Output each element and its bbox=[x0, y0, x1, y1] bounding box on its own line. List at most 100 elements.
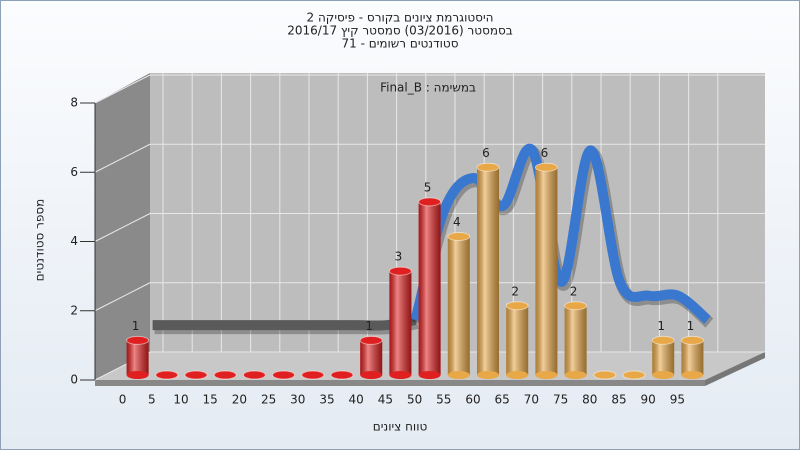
bar bbox=[155, 370, 179, 380]
value-label: 1 bbox=[687, 319, 695, 333]
bar-shade bbox=[564, 305, 587, 375]
bar bbox=[242, 370, 266, 380]
chart-subtitle: סטודנטים רשומים - 71 bbox=[341, 37, 458, 51]
x-tick-label: 35 bbox=[319, 393, 334, 407]
x-tick-label: 30 bbox=[290, 393, 305, 407]
grid-line bbox=[94, 74, 151, 104]
y-axis-label: מספר סטודנטים bbox=[33, 199, 47, 282]
bar-bottom bbox=[418, 371, 441, 379]
x-tick-label: 90 bbox=[641, 393, 656, 407]
bar bbox=[184, 370, 208, 380]
trend-ribbon bbox=[410, 143, 711, 324]
grid-line bbox=[94, 143, 151, 173]
bar-top bbox=[534, 162, 558, 172]
bar: 1 bbox=[680, 319, 704, 379]
bar-bottom bbox=[535, 371, 558, 379]
bar-bottom bbox=[447, 371, 470, 379]
bar bbox=[593, 370, 617, 380]
bar-bottom bbox=[477, 371, 499, 379]
bar bbox=[213, 370, 237, 380]
bar-top bbox=[155, 370, 179, 380]
x-tick-label: 80 bbox=[582, 393, 597, 407]
x-axis-label: טווח ציונים bbox=[373, 420, 428, 434]
value-label: 4 bbox=[453, 215, 461, 229]
value-label: 1 bbox=[365, 319, 373, 333]
chart-title: היסטוגרמת ציונים בקורס - פיסיקה 2 bbox=[307, 11, 494, 25]
x-tick-label: 75 bbox=[553, 393, 568, 407]
bar-shade bbox=[389, 271, 412, 375]
bar-top bbox=[505, 301, 529, 311]
bar-top bbox=[564, 301, 588, 311]
bar-bottom bbox=[652, 371, 675, 379]
bar bbox=[301, 370, 325, 380]
bar-shade bbox=[652, 340, 675, 375]
grid-line bbox=[94, 213, 151, 242]
value-label: 2 bbox=[511, 284, 519, 298]
bar-top bbox=[213, 370, 237, 380]
marks: 1 1 3 5 4 6 2 6 2 1 1 bbox=[126, 143, 714, 380]
x-tick-label: 55 bbox=[436, 393, 451, 407]
x-tick-label: 65 bbox=[495, 393, 510, 407]
floor-side bbox=[705, 352, 765, 386]
bar: 6 bbox=[534, 146, 558, 379]
bar: 4 bbox=[447, 215, 471, 379]
bar-top bbox=[330, 370, 354, 380]
bar-bottom bbox=[681, 371, 704, 379]
chart-subtitle: בסמסטר (03/2016) סמסטר קיץ 2016/17 bbox=[287, 24, 513, 38]
bar-bottom bbox=[564, 371, 587, 379]
annotation: במשימה : Final_B bbox=[380, 81, 476, 95]
left-wall bbox=[95, 73, 150, 380]
y-tick-label: 2 bbox=[70, 303, 78, 317]
value-label: 2 bbox=[570, 284, 578, 298]
value-label: 1 bbox=[132, 319, 140, 333]
bar bbox=[330, 370, 354, 380]
bar-top bbox=[593, 370, 617, 380]
x-tick-label: 60 bbox=[465, 393, 480, 407]
bar-shade bbox=[360, 340, 383, 375]
bar: 2 bbox=[505, 284, 529, 379]
bar-top bbox=[418, 197, 442, 207]
bar: 1 bbox=[126, 319, 150, 379]
floor-edge bbox=[95, 380, 705, 386]
bar-top bbox=[272, 370, 296, 380]
value-label: 5 bbox=[424, 180, 432, 194]
bar-bottom bbox=[506, 371, 529, 379]
x-tick-label: 40 bbox=[349, 393, 364, 407]
value-label: 6 bbox=[482, 146, 490, 160]
bar-top bbox=[242, 370, 266, 380]
bar-top bbox=[476, 162, 500, 172]
bar-bottom bbox=[126, 371, 149, 379]
value-label: 1 bbox=[657, 319, 665, 333]
trend-ribbon bbox=[152, 315, 417, 331]
bar: 1 bbox=[651, 319, 675, 379]
grid-line bbox=[94, 282, 151, 312]
bar bbox=[272, 370, 296, 380]
bar: 1 bbox=[359, 319, 383, 379]
x-tick-label: 70 bbox=[524, 393, 539, 407]
bar: 6 bbox=[476, 146, 500, 379]
bar-shade bbox=[506, 305, 529, 375]
bar bbox=[622, 370, 646, 380]
bar: 3 bbox=[388, 250, 412, 379]
bar-shade bbox=[447, 236, 470, 375]
bar-top bbox=[301, 370, 325, 380]
y-tick-label: 8 bbox=[70, 96, 78, 110]
x-tick-label: 20 bbox=[232, 393, 247, 407]
value-label: 3 bbox=[395, 250, 403, 264]
value-label: 6 bbox=[541, 146, 549, 160]
bar-shade bbox=[681, 340, 704, 375]
bar-top bbox=[184, 370, 208, 380]
x-tick-label: 50 bbox=[407, 393, 422, 407]
bar-top bbox=[651, 335, 675, 345]
bar: 2 bbox=[564, 284, 588, 379]
y-tick-label: 6 bbox=[70, 165, 78, 179]
bar-top bbox=[126, 335, 150, 345]
x-tick-label: 15 bbox=[203, 393, 218, 407]
bar-shade bbox=[477, 167, 499, 375]
bar-top bbox=[447, 232, 471, 241]
x-tick-label: 85 bbox=[611, 393, 626, 407]
bar-bottom bbox=[360, 371, 383, 379]
x-tick-label: 45 bbox=[378, 393, 393, 407]
bar-bottom bbox=[389, 371, 412, 379]
